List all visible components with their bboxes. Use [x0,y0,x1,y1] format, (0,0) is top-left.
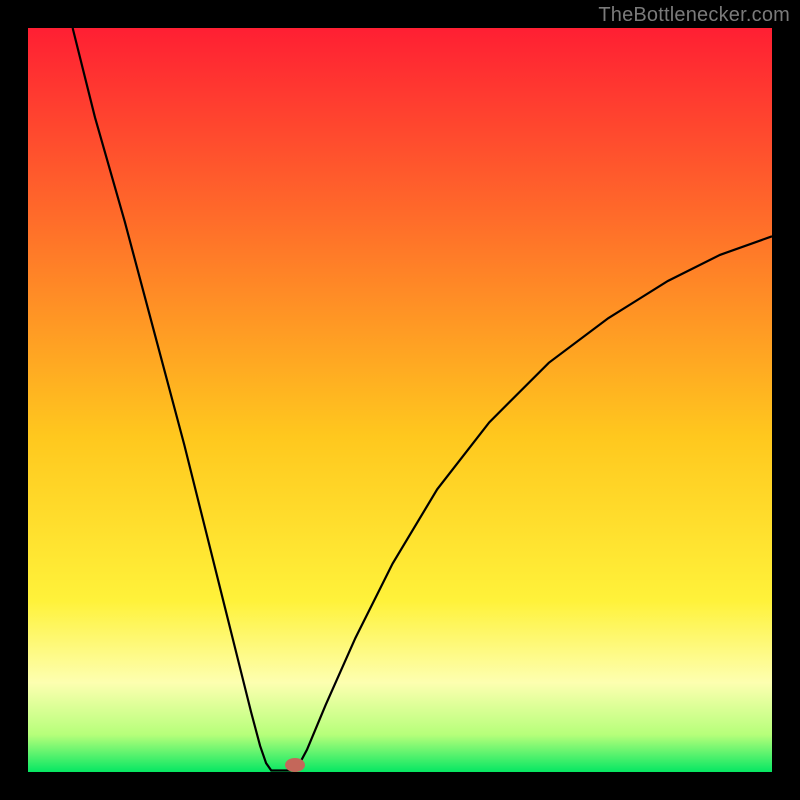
optimum-marker [285,758,305,772]
v-curve-path [73,28,772,771]
watermark-text: TheBottlenecker.com [598,4,790,27]
outer-frame: TheBottlenecker.com [0,0,800,800]
bottleneck-curve [28,28,772,772]
